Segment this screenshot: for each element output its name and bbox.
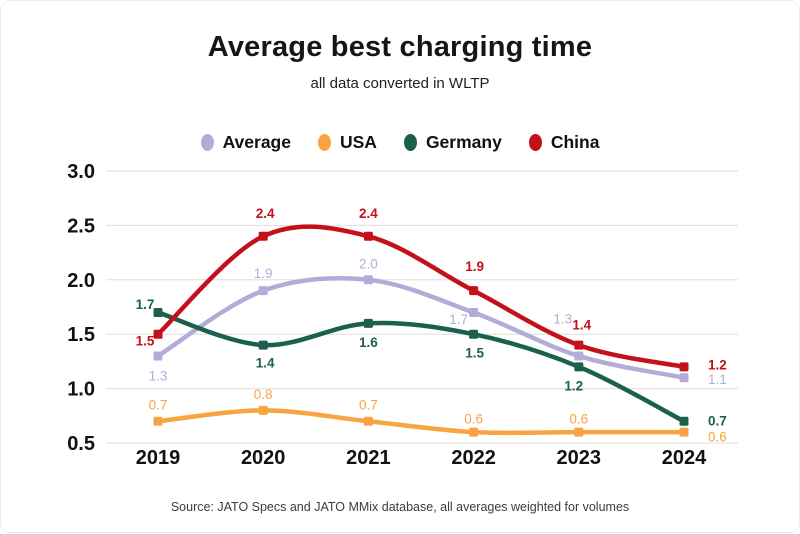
legend-dot-average-icon — [200, 134, 214, 151]
series-line-usa — [155, 408, 687, 436]
point-marker-average — [153, 351, 163, 361]
point-label-china: 1.9 — [465, 259, 484, 274]
point-label-china: 2.4 — [359, 206, 378, 221]
point-marker-china — [469, 286, 479, 296]
point-marker-germany — [363, 318, 373, 328]
y-tick-label: 3.0 — [67, 161, 95, 183]
point-label-usa: 0.6 — [708, 430, 727, 445]
x-tick-label: 2019 — [136, 447, 181, 469]
x-tick-label: 2021 — [346, 447, 391, 469]
chart-subtitle: all data converted in WLTP — [310, 75, 490, 92]
x-tick-label: 2024 — [662, 447, 707, 469]
y-tick-label: 0.5 — [67, 433, 95, 455]
legend-label-usa: USA — [339, 132, 377, 152]
legend-dot-germany-icon — [403, 134, 417, 151]
point-marker-usa — [469, 427, 479, 437]
point-label-germany: 1.2 — [564, 378, 583, 393]
point-label-germany: 1.6 — [359, 335, 378, 350]
point-label-usa: 0.7 — [359, 398, 378, 413]
point-label-average: 1.3 — [553, 311, 572, 326]
series-line-china — [155, 224, 687, 370]
chart-title: Average best charging time — [207, 31, 593, 63]
y-tick-label: 1.5 — [67, 324, 95, 346]
point-label-china: 2.4 — [256, 206, 275, 221]
point-label-germany: 0.7 — [708, 414, 727, 429]
point-marker-usa — [258, 405, 268, 415]
point-label-average: 1.9 — [254, 266, 273, 281]
y-tick-label: 2.5 — [67, 215, 95, 237]
point-marker-china — [679, 362, 689, 372]
point-marker-usa — [574, 427, 584, 437]
legend-dot-china-icon — [528, 134, 542, 151]
point-label-usa: 0.7 — [149, 398, 168, 413]
x-tick-label: 2022 — [451, 447, 496, 469]
point-label-germany: 1.7 — [136, 297, 155, 312]
y-tick-label: 1.0 — [67, 379, 95, 401]
point-marker-average — [258, 286, 268, 296]
point-marker-average — [363, 275, 373, 285]
point-marker-china — [258, 231, 268, 241]
point-marker-average — [574, 351, 584, 361]
point-marker-germany — [469, 329, 479, 339]
point-marker-germany — [153, 307, 163, 317]
point-marker-usa — [153, 416, 163, 426]
legend-label-average: Average — [222, 132, 291, 152]
point-marker-china — [363, 231, 373, 241]
legend-label-germany: Germany — [425, 132, 502, 152]
series-line-germany — [155, 310, 687, 424]
point-label-china: 1.4 — [572, 318, 591, 333]
point-label-usa: 0.6 — [464, 412, 483, 427]
point-label-germany: 1.4 — [256, 356, 275, 371]
y-tick-label: 2.0 — [67, 270, 95, 292]
point-label-average: 1.7 — [449, 312, 468, 327]
point-marker-germany — [258, 340, 268, 350]
point-marker-germany — [679, 416, 689, 426]
point-marker-usa — [363, 416, 373, 426]
point-label-average: 1.3 — [149, 368, 168, 383]
legend-item-usa: USA — [317, 132, 377, 153]
point-label-average: 2.0 — [359, 256, 378, 271]
point-label-average: 1.1 — [708, 372, 727, 387]
point-label-china: 1.5 — [136, 334, 155, 349]
point-marker-china — [153, 329, 163, 339]
x-tick-label: 2020 — [241, 447, 286, 469]
legend-item-china: China — [528, 132, 600, 153]
point-label-usa: 0.8 — [254, 387, 273, 402]
point-label-germany: 1.5 — [465, 346, 484, 361]
point-marker-china — [574, 340, 584, 350]
point-label-china: 1.2 — [708, 357, 727, 372]
x-tick-label: 2023 — [557, 447, 602, 469]
point-marker-germany — [574, 362, 584, 372]
legend-label-china: China — [550, 132, 600, 152]
point-label-usa: 0.6 — [569, 412, 588, 427]
point-marker-average — [469, 307, 479, 317]
legend-item-average: Average — [200, 132, 291, 153]
legend-dot-usa-icon — [317, 134, 331, 151]
point-marker-average — [679, 373, 689, 383]
point-marker-usa — [679, 427, 689, 437]
legend-item-germany: Germany — [403, 132, 502, 153]
chart-legend: Average USA Germany China — [1, 132, 799, 153]
source-note: Source: JATO Specs and JATO MMix databas… — [170, 500, 630, 514]
series-line-average — [155, 275, 687, 380]
